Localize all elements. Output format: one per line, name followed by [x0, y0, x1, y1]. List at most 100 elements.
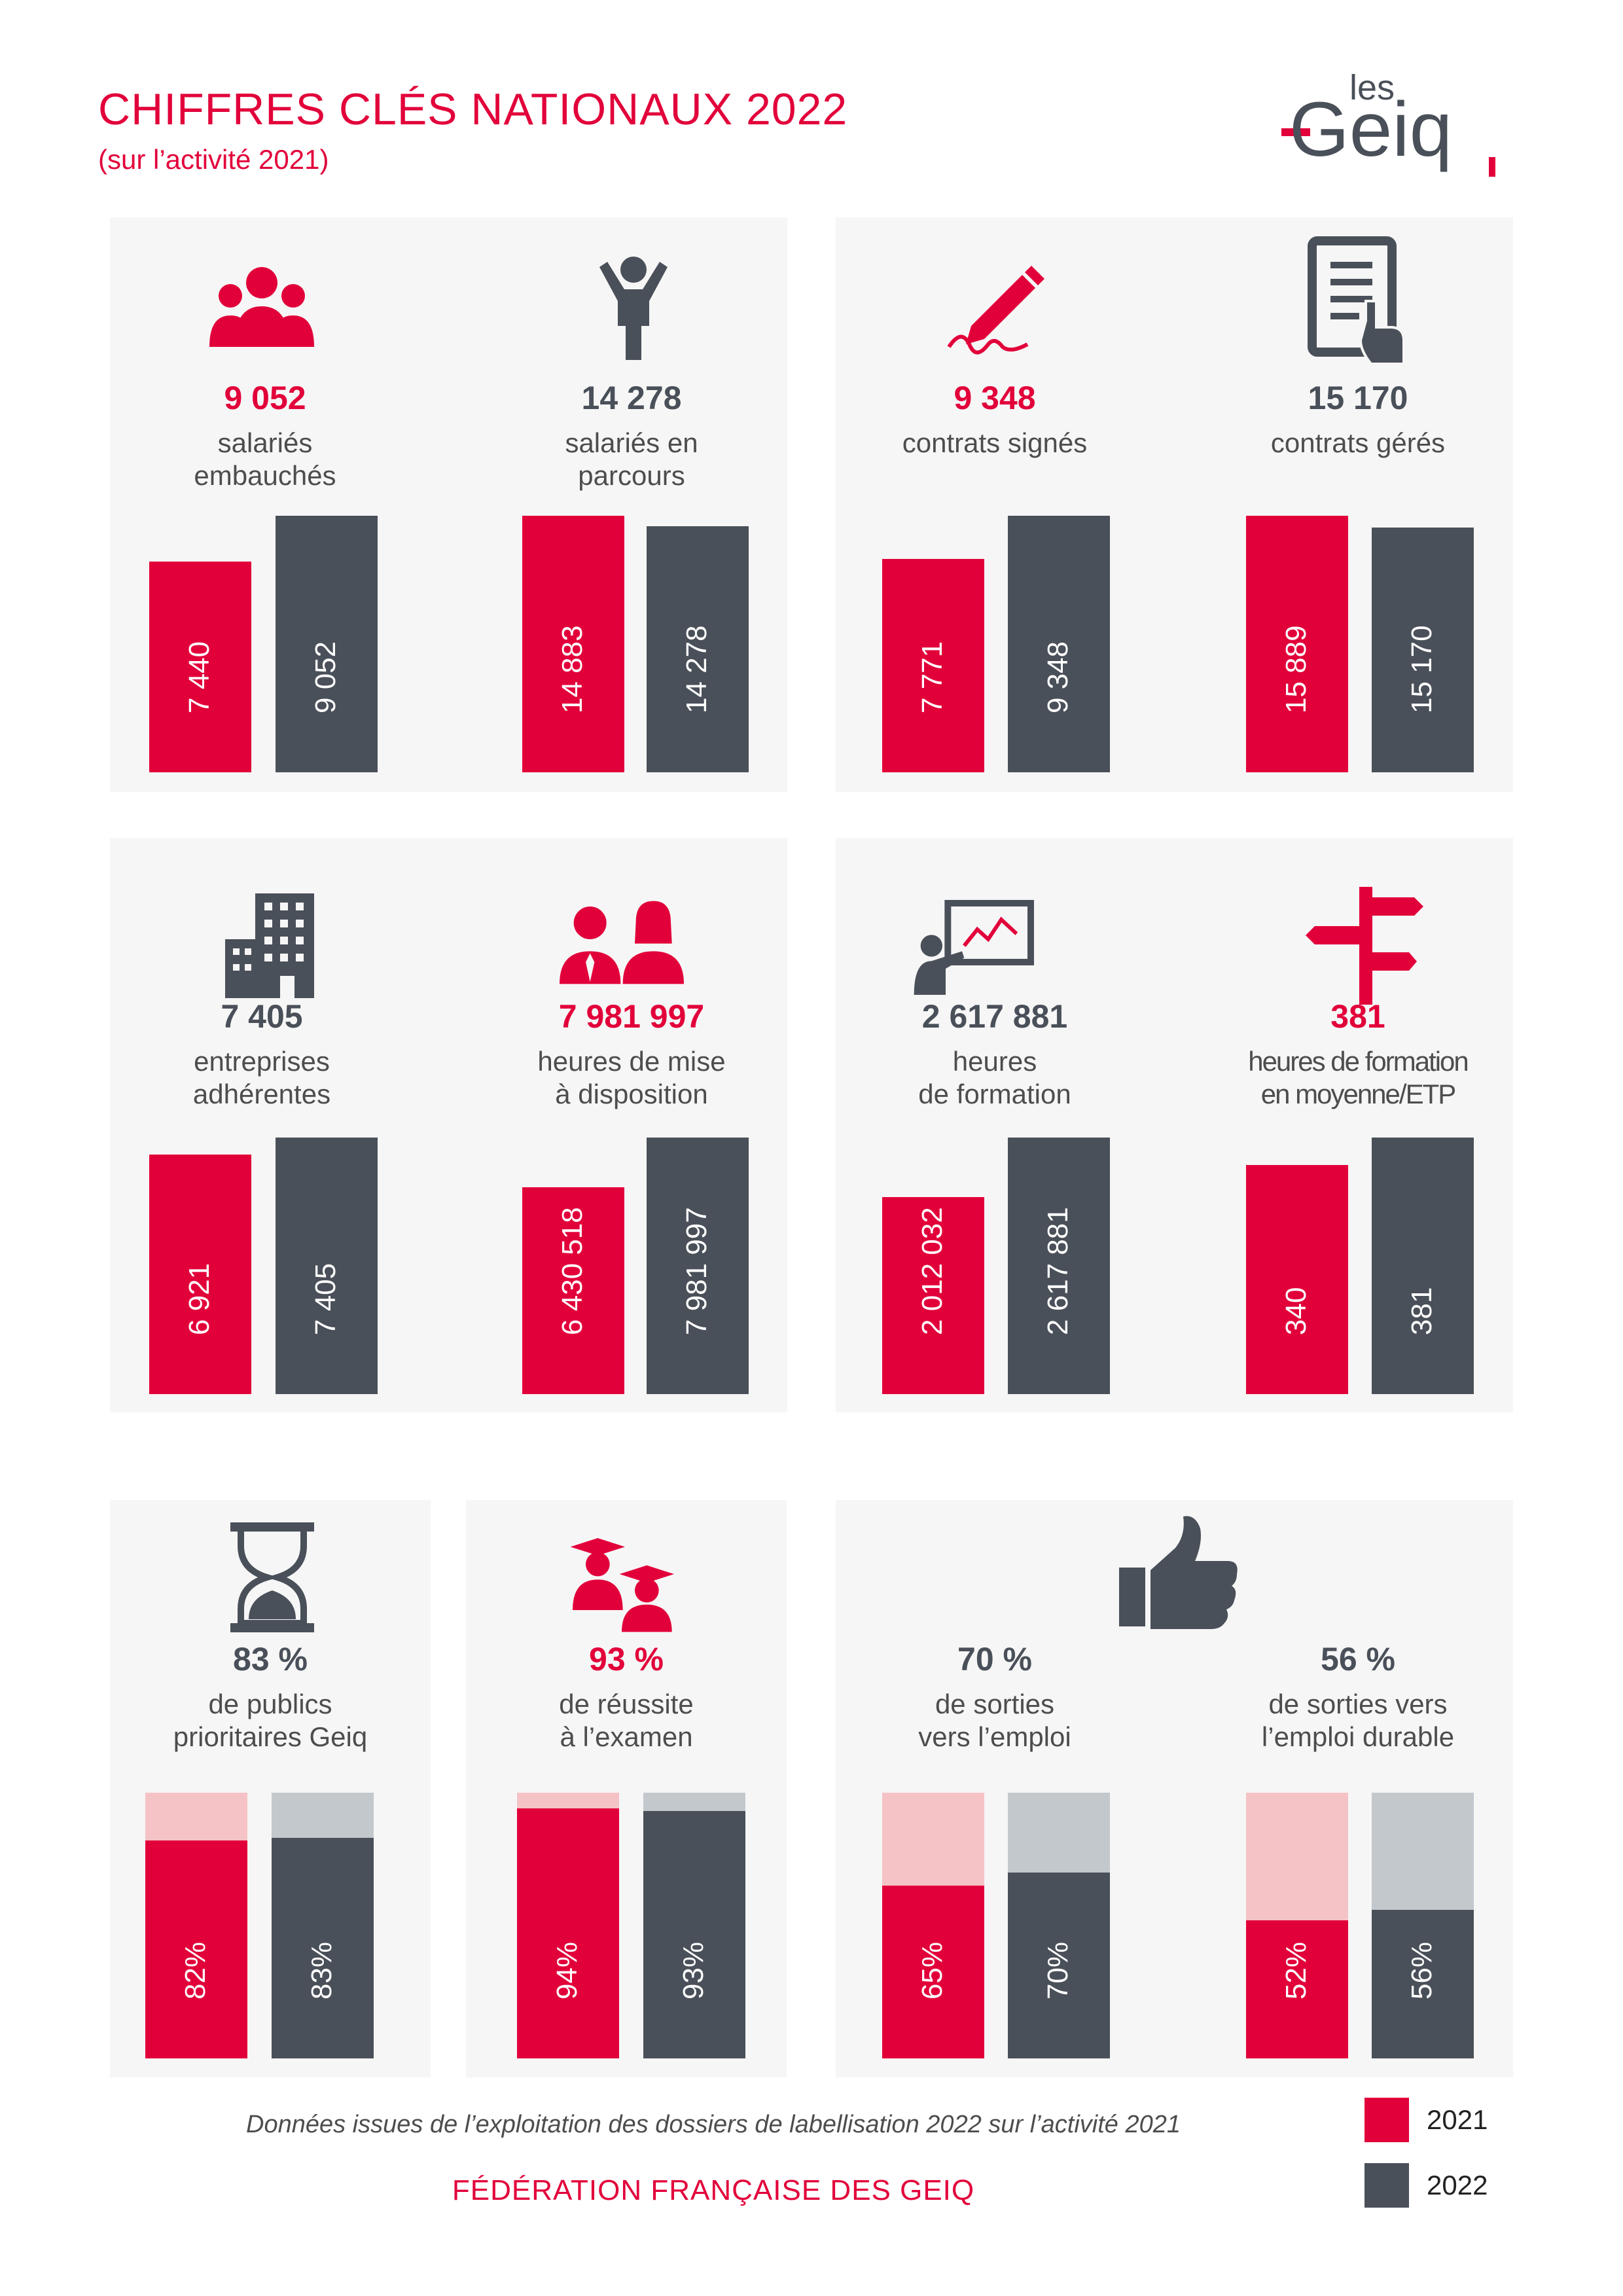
- bar-2021: 65%: [882, 1886, 984, 2058]
- bar-2021: 6 921: [149, 1154, 251, 1394]
- stat-label: salariés en parcours: [481, 427, 782, 492]
- bar-value-label: 381: [1406, 1287, 1438, 1335]
- bar-2022: 9 348: [1008, 516, 1110, 772]
- stat-employees-hired: 9 052 salariés embauchés: [115, 378, 416, 492]
- bar-2021: 82%: [145, 1840, 247, 2058]
- legend-swatch-2022: [1364, 2163, 1409, 2208]
- stat-label-line: parcours: [578, 460, 685, 491]
- bar-value-label: 56%: [1406, 1941, 1438, 2000]
- bar-2022: 2 617 881: [1008, 1138, 1110, 1394]
- stat-label: de publics prioritaires Geiq: [120, 1688, 421, 1753]
- stat-label: de sorties vers l’emploi durable: [1207, 1688, 1508, 1753]
- stat-label-line: vers l’emploi: [918, 1721, 1071, 1752]
- stat-value: 7 405: [221, 998, 303, 1035]
- stat-label: entreprises adhérentes: [111, 1045, 412, 1111]
- bar-value-label: 70%: [1042, 1941, 1074, 2000]
- footnote: Données issues de l’exploitation des dos…: [246, 2111, 1181, 2138]
- stat-label-line: prioritaires Geiq: [173, 1721, 368, 1752]
- stat-priority-publics: 83 % de publics prioritaires Geiq: [120, 1640, 421, 1753]
- stat-exits-to-lasting-employment: 56 % de sorties vers l’emploi durable: [1207, 1640, 1508, 1753]
- stat-value: 381: [1330, 998, 1385, 1035]
- bar-value-label: 6 921: [183, 1263, 215, 1335]
- bar-value-label: 340: [1280, 1287, 1312, 1335]
- bar-2022: 7 405: [276, 1138, 378, 1394]
- stat-label-line: entreprises: [194, 1046, 330, 1077]
- stat-label: heures de formation en moyenne/ETP: [1207, 1045, 1508, 1111]
- stat-contracts-signed: 9 348 contrats signés: [844, 378, 1145, 459]
- bar-2021: 7 440: [149, 561, 251, 772]
- logo-big-text: Geiq: [1289, 86, 1452, 173]
- hourglass-icon: [230, 1522, 314, 1632]
- bar-value-label: 82%: [179, 1941, 211, 2000]
- stat-label-line: de réussite: [559, 1689, 694, 1719]
- bar-2021: 7 771: [882, 559, 984, 772]
- building-icon: [225, 893, 314, 998]
- bar-2021: 14 883: [522, 516, 624, 772]
- bar-value-label: 9 348: [1042, 641, 1074, 713]
- people-group-icon: [209, 267, 314, 347]
- legend-swatch-2021: [1364, 2098, 1409, 2142]
- stat-label: contrats signés: [844, 427, 1145, 459]
- bar-value-label: 6 430 518: [556, 1207, 588, 1335]
- bar-2022: 9 052: [276, 516, 378, 772]
- bar-value-label: 15 170: [1406, 625, 1438, 713]
- stat-label-line: à disposition: [555, 1079, 708, 1109]
- geiq-logo: les Geiq: [1281, 68, 1495, 177]
- bar-2022: 93%: [643, 1811, 745, 2058]
- bar-2022: 70%: [1008, 1872, 1110, 2058]
- stat-value: 2 617 881: [921, 998, 1068, 1035]
- signpost-icon: [1306, 887, 1423, 1005]
- stat-training-hours: 2 617 881 heures de formation: [844, 997, 1145, 1111]
- stat-label-line: heures de formation: [1248, 1046, 1469, 1077]
- bar-value-label: 7 981 997: [681, 1207, 713, 1335]
- stat-label-line: à l’examen: [560, 1721, 693, 1752]
- bar-value-label: 7 440: [183, 641, 215, 713]
- stat-employees-in-pathway: 14 278 salariés en parcours: [481, 378, 782, 492]
- stat-label-line: salariés: [217, 427, 313, 458]
- pencil-signature-icon: [947, 266, 1044, 355]
- bar-value-label: 83%: [306, 1941, 338, 2000]
- stat-avg-training-hours: 381 heures de formation en moyenne/ETP: [1207, 997, 1508, 1111]
- bar-value-label: 93%: [677, 1941, 709, 2000]
- bar-value-label: 2 617 881: [1042, 1207, 1074, 1335]
- stat-value: 56 %: [1321, 1641, 1395, 1677]
- stat-label: contrats gérés: [1207, 427, 1508, 459]
- bar-2022: 83%: [272, 1838, 374, 2058]
- page-subtitle: (sur l’activité 2021): [98, 144, 329, 175]
- stat-member-companies: 7 405 entreprises adhérentes: [111, 997, 412, 1111]
- legend-label-2021: 2021: [1427, 2104, 1488, 2135]
- stat-label: heures de mise à disposition: [481, 1045, 782, 1111]
- bar-2021: 6 430 518: [522, 1187, 624, 1394]
- stat-label-line: de sorties vers: [1268, 1689, 1448, 1719]
- bar-value-label: 14 278: [681, 625, 713, 713]
- bar-value-label: 14 883: [556, 625, 588, 713]
- stat-value: 93 %: [589, 1641, 664, 1677]
- person-arms-up-icon: [599, 257, 668, 360]
- stat-exam-success: 93 % de réussite à l’examen: [476, 1640, 777, 1753]
- stat-label-line: l’emploi durable: [1261, 1721, 1455, 1752]
- bar-value-label: 9 052: [310, 641, 342, 713]
- stat-contracts-managed: 15 170 contrats gérés: [1207, 378, 1508, 459]
- bar-value-label: 94%: [551, 1941, 583, 2000]
- bar-value-label: 15 889: [1280, 625, 1312, 713]
- bar-2021: 52%: [1246, 1920, 1348, 2058]
- stat-label-line: de formation: [918, 1079, 1071, 1109]
- stat-value: 9 348: [954, 380, 1036, 416]
- bar-2021: 15 889: [1246, 516, 1348, 772]
- stat-label-line: heures: [952, 1046, 1037, 1077]
- bar-2022: 381: [1372, 1138, 1474, 1394]
- bar-2022: 15 170: [1372, 527, 1474, 772]
- stat-label-line: de sorties: [935, 1689, 1055, 1719]
- stat-label: de réussite à l’examen: [476, 1688, 777, 1753]
- bar-value-label: 52%: [1280, 1941, 1312, 2000]
- federation-name: FÉDÉRATION FRANÇAISE DES GEIQ: [452, 2174, 975, 2206]
- stat-label-line: adhérentes: [192, 1079, 331, 1109]
- bar-2022: 56%: [1372, 1909, 1474, 2058]
- stat-value: 9 052: [224, 380, 306, 416]
- bar-2021: 340: [1246, 1165, 1348, 1394]
- bar-2022: 7 981 997: [647, 1138, 749, 1394]
- bar-value-label: 7 405: [310, 1263, 342, 1335]
- stat-value: 14 278: [581, 380, 682, 416]
- bar-2022: 14 278: [647, 526, 749, 772]
- graduates-icon: [570, 1538, 674, 1632]
